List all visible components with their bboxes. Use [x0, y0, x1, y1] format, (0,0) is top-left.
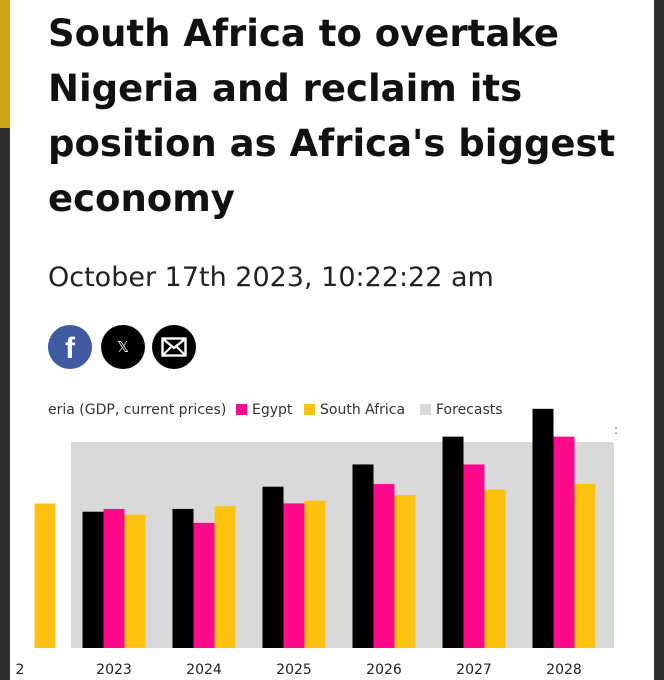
x-tick-label-2024: 2024: [186, 662, 222, 678]
legend-nigeria-label: eria (GDP, current prices): [48, 402, 226, 418]
bar-egypt-2025: [283, 503, 305, 648]
bar-egypt-2023: [103, 508, 125, 648]
right-page-edge: [654, 0, 664, 680]
gdp-bar-chart: eria (GDP, current prices) Egypt South Af…: [16, 402, 619, 678]
bar-south-africa-2024: [214, 506, 236, 648]
x-tick-label-2027: 2027: [456, 662, 492, 678]
chart-overflow-marker: :: [614, 423, 618, 437]
bar-egypt-2028: [553, 436, 575, 648]
legend-swatch-forecasts: [420, 404, 431, 415]
legend-label-forecasts: Forecasts: [436, 402, 503, 418]
email-share-button[interactable]: [152, 325, 196, 369]
bar-south-africa-2026: [394, 495, 416, 648]
legend-swatch-south-africa: [304, 404, 315, 415]
bar-south-africa-2027: [484, 489, 506, 648]
x-tick-label-2023: 2023: [96, 662, 132, 678]
x-tick-label-2: 2: [16, 662, 25, 678]
bar-south-africa-2028: [574, 483, 596, 648]
legend-label-south-africa: South Africa: [320, 402, 405, 418]
bar-south-africa-2: [34, 503, 56, 648]
x-share-button[interactable]: 𝕏: [101, 325, 145, 369]
x-tick-label-2025: 2025: [276, 662, 312, 678]
article-card: South Africa to overtake Nigeria and rec…: [10, 0, 654, 680]
article-title: South Africa to overtake Nigeria and rec…: [48, 12, 616, 220]
left-page-edge: [0, 0, 10, 680]
facebook-icon: f: [65, 331, 75, 365]
forecast-region: [71, 442, 614, 648]
bar-egypt-2024: [193, 522, 215, 648]
email-icon: [161, 337, 187, 357]
bar-nigeria-2023: [82, 511, 104, 648]
bar-nigeria-2025: [262, 486, 284, 648]
chart-bars: [34, 408, 596, 648]
x-tick-label-2028: 2028: [546, 662, 582, 678]
bar-nigeria-2026: [352, 464, 374, 648]
x-tick-label-2026: 2026: [366, 662, 402, 678]
left-yellow-accent: [0, 0, 10, 128]
bar-nigeria-2024: [172, 508, 194, 648]
bar-south-africa-2025: [304, 500, 326, 648]
forecast-shading: [71, 442, 614, 648]
x-icon: 𝕏: [116, 338, 130, 356]
bar-egypt-2026: [373, 483, 395, 648]
legend-label-egypt: Egypt: [252, 402, 293, 418]
facebook-share-button[interactable]: f: [48, 325, 92, 369]
bar-nigeria-2027: [442, 436, 464, 648]
bar-south-africa-2023: [124, 514, 146, 648]
legend-swatch-egypt: [236, 404, 247, 415]
bar-egypt-2027: [463, 464, 485, 648]
chart-legend: Egypt South Africa Forecasts: [236, 402, 503, 418]
article-date: October 17th 2023, 10:22:22 am: [48, 262, 494, 293]
x-axis-labels: 2 2023 2024 2025 2026 2027 2028: [16, 662, 582, 678]
bar-nigeria-2028: [532, 408, 554, 648]
